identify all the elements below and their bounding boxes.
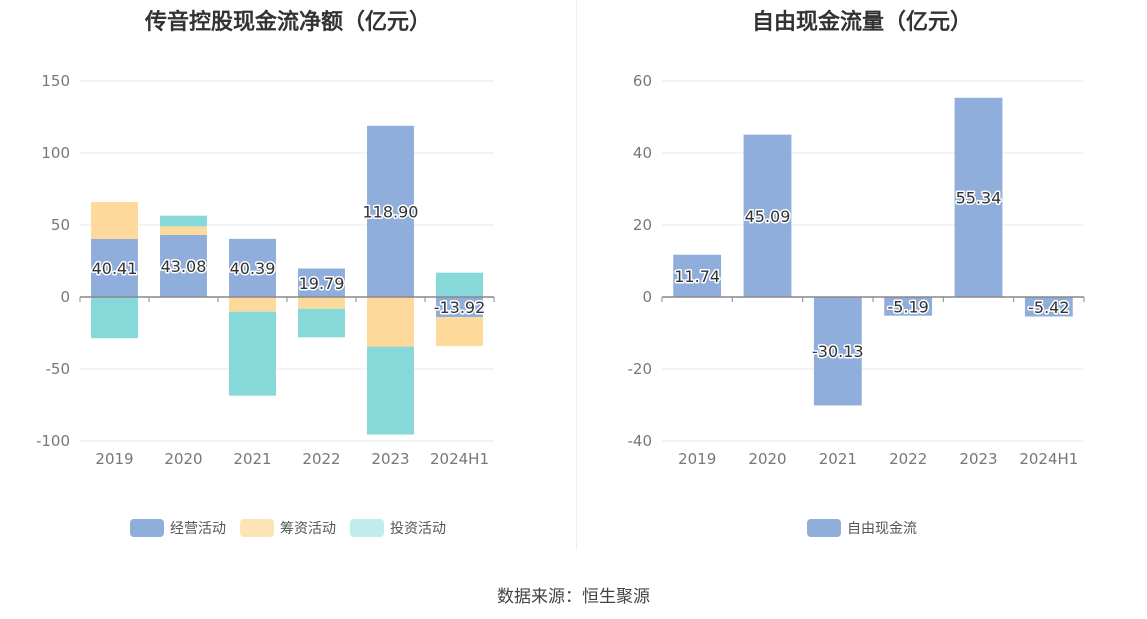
chart-title: 自由现金流量（亿元）	[751, 10, 972, 35]
free-cash-flow-panel: 自由现金流量（亿元） 60 40 20 0 -20 -40 2019 2020 2021 2022…	[577, 0, 1147, 550]
legend-label: 自由现金流	[847, 521, 917, 537]
y-tick-label: 40	[633, 144, 652, 162]
x-tick-label: 2020	[748, 450, 786, 468]
legend-item-financing[interactable]: 筹资活动	[240, 518, 336, 538]
x-tick-label: 2022	[889, 450, 927, 468]
chart-title: 传音控股现金流净额（亿元）	[144, 10, 431, 35]
data-label: -30.13	[812, 342, 864, 361]
data-label: 40.41	[92, 259, 138, 278]
y-tick-label: 150	[41, 72, 70, 90]
data-label: -13.92	[434, 298, 486, 317]
bar-financing	[367, 297, 414, 347]
bar-investing	[229, 311, 276, 396]
chart-legend: 经营活动 筹资活动 投资活动	[0, 518, 576, 538]
data-label: 45.09	[745, 207, 791, 226]
y-tick-label: -20	[628, 360, 653, 378]
y-tick-label: 0	[642, 288, 652, 306]
bar-free_cash_flow	[743, 134, 792, 297]
data-label: -5.42	[1028, 298, 1069, 317]
x-tick-label: 2019	[95, 450, 133, 468]
bar-financing	[91, 202, 138, 239]
x-tick-label: 2023	[371, 450, 409, 468]
data-label: 43.08	[161, 257, 207, 276]
y-tick-label: -40	[628, 432, 653, 450]
y-tick-label: 0	[60, 288, 70, 306]
y-tick-label: 100	[41, 144, 70, 162]
data-label: 11.74	[674, 267, 720, 286]
y-tick-label: 20	[633, 216, 652, 234]
bar-financing	[229, 297, 276, 312]
x-tick-label: 2021	[819, 450, 857, 468]
legend-item-investing[interactable]: 投资活动	[350, 518, 446, 538]
legend-swatch-investing	[350, 519, 384, 537]
x-tick-label: 2020	[164, 450, 202, 468]
x-tick-label: 2022	[302, 450, 340, 468]
free-cash-flow-chart: 60 40 20 0 -20 -40 2019 2020 2021 2022 2023 2024H1 1…	[628, 72, 1085, 468]
bar-operating	[367, 125, 414, 297]
panel-divider	[576, 0, 577, 550]
x-tick-label: 2024H1	[430, 450, 489, 468]
legend-item-operating[interactable]: 经营活动	[130, 518, 226, 538]
legend-label: 投资活动	[390, 521, 446, 537]
y-tick-label: 50	[51, 216, 70, 234]
bar-investing	[367, 346, 414, 435]
bar-operating	[298, 268, 345, 297]
bar-operating	[160, 234, 207, 297]
legend-swatch-free-cash-flow	[807, 519, 841, 537]
bar-financing	[298, 297, 345, 309]
legend-swatch-financing	[240, 519, 274, 537]
y-tick-label: 60	[633, 72, 652, 90]
x-tick-label: 2024H1	[1019, 450, 1078, 468]
data-label: 19.79	[299, 274, 345, 293]
bar-operating	[436, 297, 483, 318]
bar-free_cash_flow	[1024, 297, 1073, 317]
bar-investing	[436, 272, 483, 297]
cash-flow-net-panel: 传音控股现金流净额（亿元） 150 100 50 0 -50 -100 2019 2020 20…	[0, 0, 576, 550]
legend-label: 经营活动	[170, 521, 226, 537]
data-label: 55.34	[956, 188, 1002, 207]
legend-item-free-cash-flow[interactable]: 自由现金流	[807, 518, 917, 538]
x-tick-label: 2023	[959, 450, 997, 468]
data-label: -5.19	[887, 297, 928, 316]
bar-operating	[229, 238, 276, 297]
bar-free_cash_flow	[884, 297, 933, 316]
bar-free_cash_flow	[954, 97, 1003, 297]
y-tick-label: -100	[36, 432, 70, 450]
data-label: 118.90	[363, 202, 419, 221]
bar-free_cash_flow	[813, 297, 862, 406]
bar-investing	[298, 308, 345, 338]
bar-operating	[91, 238, 138, 297]
legend-swatch-operating	[130, 519, 164, 537]
x-tick-label: 2019	[678, 450, 716, 468]
data-label: 40.39	[230, 259, 276, 278]
chart-legend: 自由现金流	[577, 518, 1147, 538]
legend-label: 筹资活动	[280, 521, 336, 537]
bar-free_cash_flow	[673, 254, 722, 297]
bar-financing	[160, 226, 207, 235]
x-tick-label: 2021	[233, 450, 271, 468]
bar-financing	[436, 317, 483, 347]
cash-flow-net-chart: 150 100 50 0 -50 -100 2019 2020 2021 2022 2023 2024…	[36, 72, 495, 468]
bar-investing	[160, 215, 207, 227]
bar-investing	[91, 297, 138, 339]
y-tick-label: -50	[46, 360, 71, 378]
data-source-note: 数据来源：恒生聚源	[497, 587, 650, 607]
